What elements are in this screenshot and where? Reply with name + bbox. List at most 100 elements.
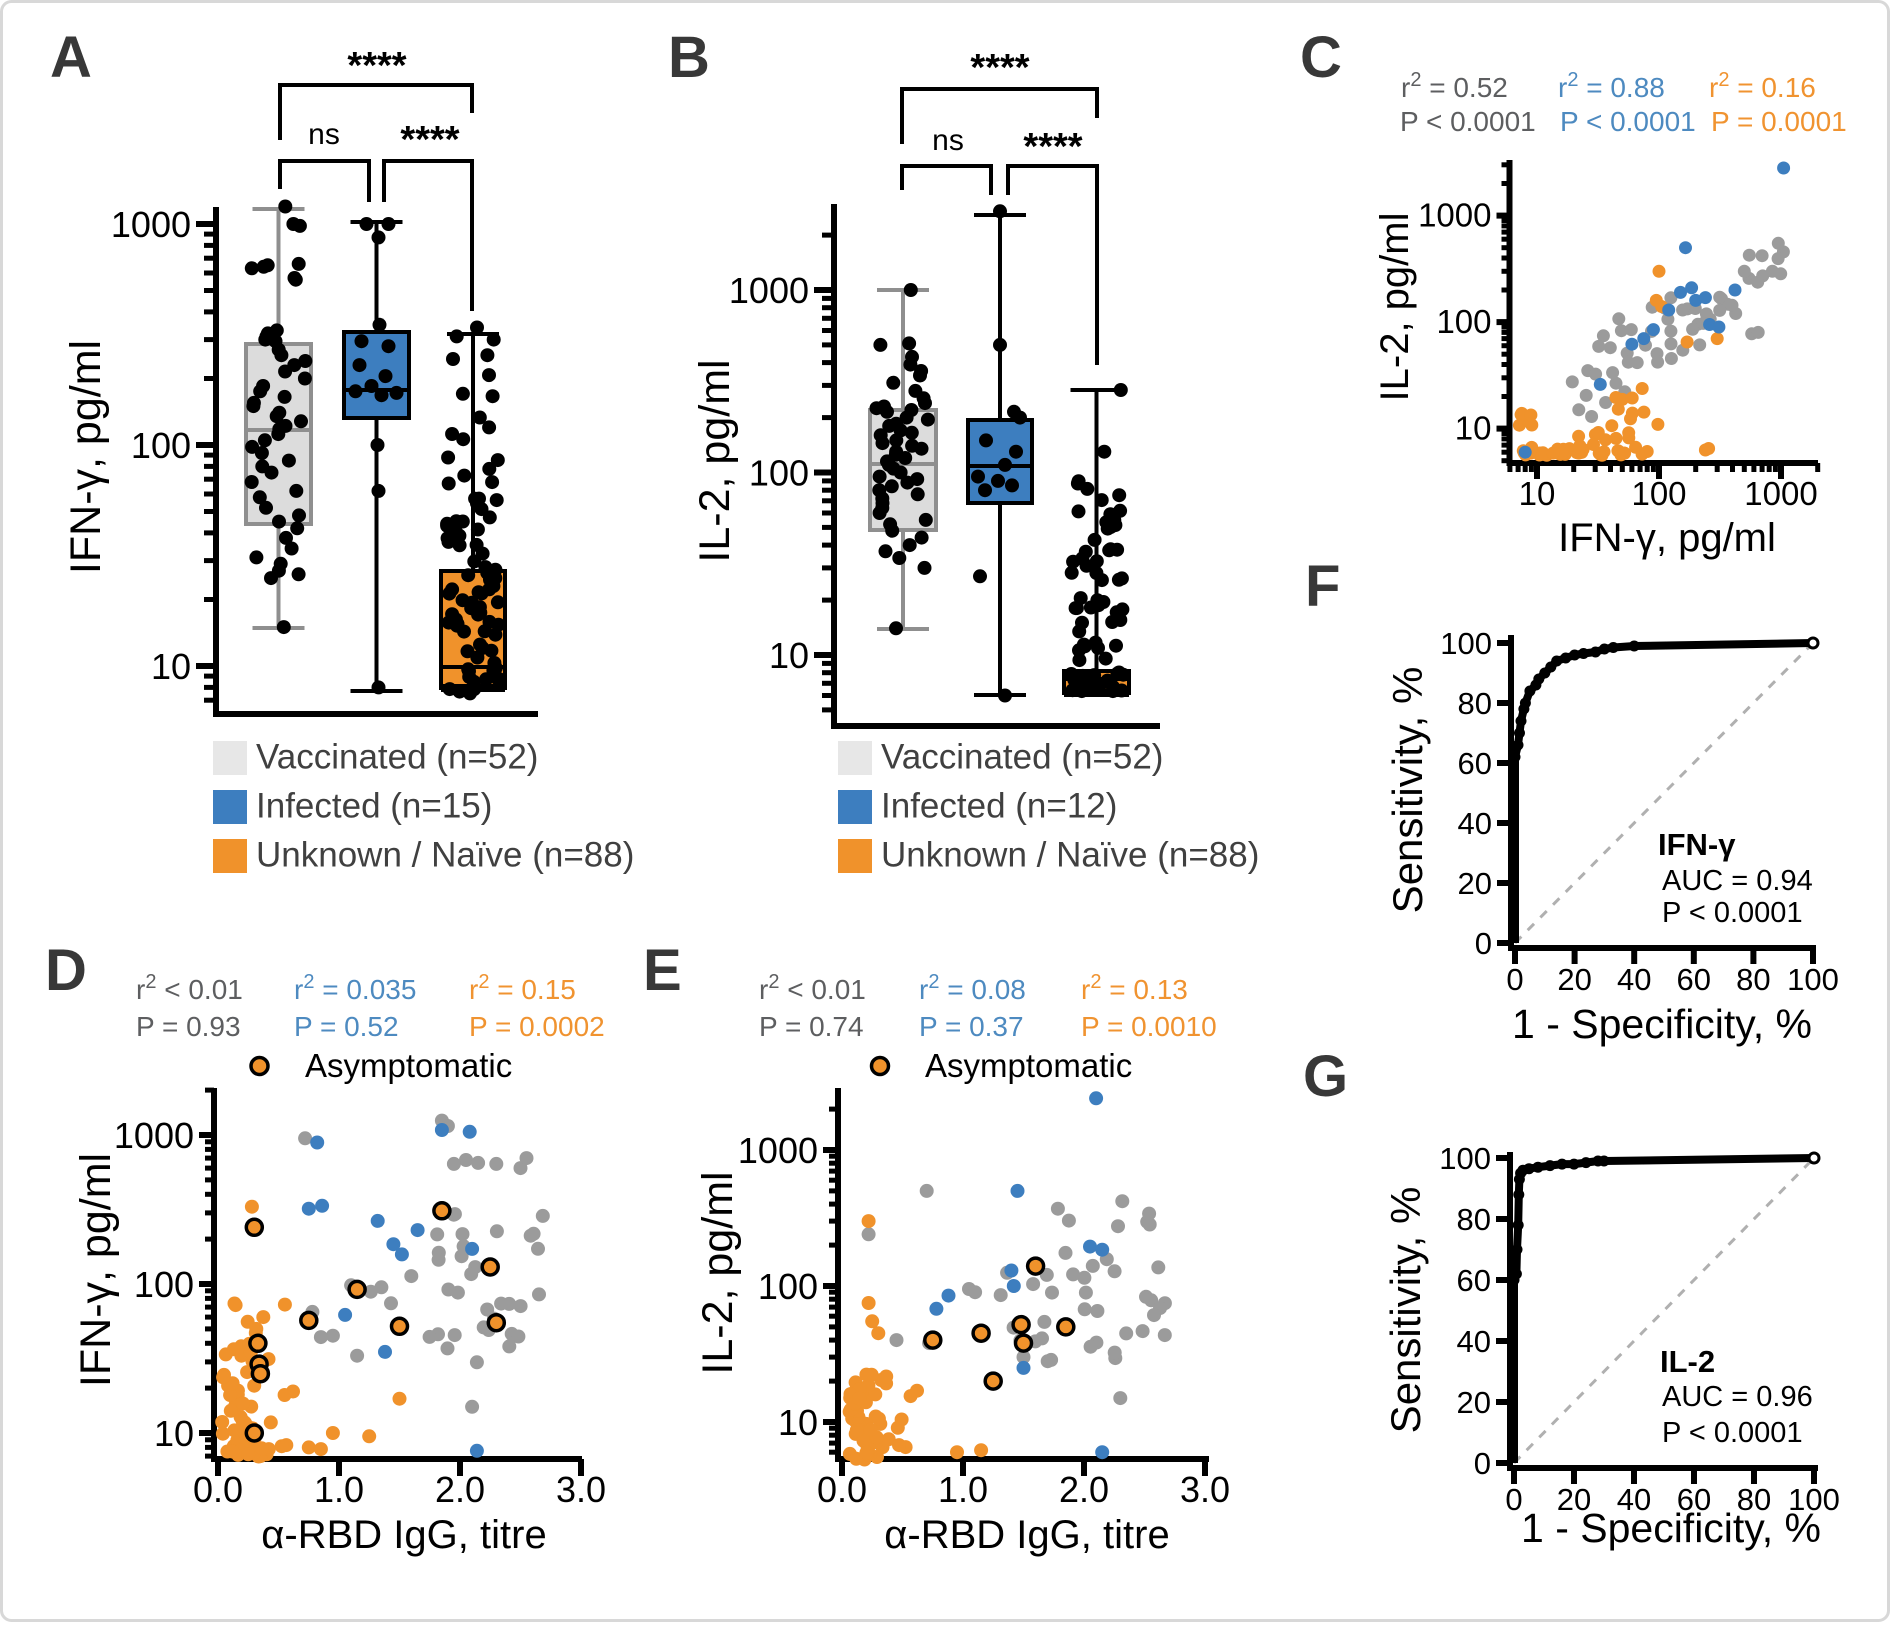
- svg-text:20: 20: [1557, 1482, 1591, 1517]
- svg-text:1000: 1000: [738, 1130, 818, 1171]
- svg-text:20: 20: [1557, 962, 1591, 997]
- svg-text:Asymptomatic: Asymptomatic: [305, 1047, 512, 1084]
- svg-text:Vaccinated (n=52): Vaccinated (n=52): [881, 738, 1163, 777]
- svg-text:α-RBD IgG, titre: α-RBD IgG, titre: [884, 1513, 1169, 1557]
- svg-text:r2 = 0.88: r2 = 0.88: [1558, 69, 1665, 103]
- svg-text:100: 100: [131, 425, 191, 466]
- svg-text:10: 10: [151, 646, 191, 687]
- svg-text:100: 100: [758, 1266, 818, 1307]
- svg-text:10: 10: [1455, 410, 1492, 447]
- svg-text:α-RBD IgG, titre: α-RBD IgG, titre: [261, 1513, 546, 1557]
- svg-text:1 - Specificity, %: 1 - Specificity, %: [1512, 1001, 1812, 1047]
- svg-text:40: 40: [1458, 806, 1492, 841]
- svg-text:80: 80: [1736, 962, 1770, 997]
- svg-text:0: 0: [1505, 1482, 1522, 1517]
- svg-text:B: B: [668, 25, 710, 90]
- svg-text:G: G: [1303, 1044, 1348, 1109]
- svg-text:C: C: [1300, 25, 1342, 90]
- svg-text:100: 100: [1439, 1141, 1491, 1176]
- svg-text:ns: ns: [308, 118, 340, 151]
- svg-text:80: 80: [1458, 686, 1492, 721]
- svg-text:40: 40: [1457, 1324, 1491, 1359]
- svg-text:1000: 1000: [1418, 197, 1491, 234]
- svg-text:IL-2, pg/ml: IL-2, pg/ml: [694, 1171, 742, 1374]
- svg-text:r2 < 0.01: r2 < 0.01: [136, 971, 243, 1005]
- svg-text:60: 60: [1458, 746, 1492, 781]
- svg-text:0: 0: [1474, 1446, 1491, 1481]
- svg-text:Sensitivity, %: Sensitivity, %: [1382, 1187, 1429, 1434]
- svg-text:1000: 1000: [729, 270, 809, 311]
- svg-text:P < 0.0001: P < 0.0001: [1662, 1417, 1803, 1449]
- svg-text:IL-2, pg/ml: IL-2, pg/ml: [691, 359, 739, 562]
- svg-text:P = 0.52: P = 0.52: [294, 1011, 399, 1042]
- svg-text:Vaccinated (n=52): Vaccinated (n=52): [256, 738, 538, 777]
- svg-text:3.0: 3.0: [556, 1469, 606, 1510]
- svg-text:IFN-γ: IFN-γ: [1658, 827, 1736, 862]
- svg-text:100: 100: [134, 1264, 194, 1305]
- svg-text:10: 10: [1519, 475, 1556, 512]
- svg-text:1000: 1000: [111, 204, 191, 245]
- svg-text:Sensitivity, %: Sensitivity, %: [1384, 667, 1431, 914]
- svg-text:1.0: 1.0: [314, 1469, 364, 1510]
- svg-text:P < 0.0001: P < 0.0001: [1560, 106, 1696, 137]
- svg-text:P = 0.37: P = 0.37: [919, 1011, 1024, 1042]
- svg-text:1.0: 1.0: [938, 1469, 988, 1510]
- svg-text:10: 10: [778, 1402, 818, 1443]
- svg-text:P < 0.0001: P < 0.0001: [1400, 106, 1536, 137]
- svg-text:Infected (n=15): Infected (n=15): [256, 787, 492, 826]
- svg-text:100: 100: [1631, 475, 1686, 512]
- svg-text:IL-2: IL-2: [1660, 1344, 1715, 1379]
- svg-text:IFN-γ, pg/ml: IFN-γ, pg/ml: [72, 1153, 120, 1387]
- svg-text:A: A: [50, 25, 92, 90]
- svg-text:IL-2, pg/ml: IL-2, pg/ml: [1373, 213, 1417, 402]
- svg-text:0: 0: [1506, 962, 1523, 997]
- svg-text:AUC = 0.96: AUC = 0.96: [1662, 1381, 1813, 1413]
- svg-text:ns: ns: [932, 124, 964, 157]
- svg-text:IFN-γ, pg/ml: IFN-γ, pg/ml: [62, 340, 110, 574]
- svg-text:80: 80: [1457, 1202, 1491, 1237]
- svg-text:2.0: 2.0: [1059, 1469, 1109, 1510]
- svg-text:1000: 1000: [114, 1115, 194, 1156]
- svg-text:****: ****: [400, 119, 459, 161]
- svg-text:P < 0.0001: P < 0.0001: [1662, 897, 1803, 929]
- svg-text:0.0: 0.0: [193, 1469, 243, 1510]
- svg-text:10: 10: [154, 1413, 194, 1454]
- svg-text:100: 100: [1436, 303, 1491, 340]
- svg-text:r2 = 0.13: r2 = 0.13: [1081, 971, 1188, 1005]
- svg-text:P = 0.0002: P = 0.0002: [469, 1011, 605, 1042]
- svg-text:r2 < 0.01: r2 < 0.01: [759, 971, 866, 1005]
- svg-text:2.0: 2.0: [435, 1469, 485, 1510]
- svg-text:1000: 1000: [1744, 475, 1817, 512]
- svg-text:****: ****: [1023, 126, 1082, 168]
- svg-text:Asymptomatic: Asymptomatic: [925, 1047, 1132, 1084]
- svg-text:3.0: 3.0: [1180, 1469, 1230, 1510]
- svg-text:0: 0: [1475, 926, 1492, 961]
- svg-text:20: 20: [1458, 866, 1492, 901]
- svg-text:Infected (n=12): Infected (n=12): [881, 787, 1117, 826]
- svg-text:IFN-γ, pg/ml: IFN-γ, pg/ml: [1558, 516, 1776, 560]
- svg-text:P = 0.93: P = 0.93: [136, 1011, 241, 1042]
- svg-text:****: ****: [347, 45, 406, 87]
- svg-text:P = 0.0001: P = 0.0001: [1711, 106, 1847, 137]
- svg-text:20: 20: [1457, 1385, 1491, 1420]
- svg-text:****: ****: [970, 47, 1029, 89]
- svg-text:Unknown / Naïve (n=88): Unknown / Naïve (n=88): [881, 836, 1259, 875]
- svg-text:AUC = 0.94: AUC = 0.94: [1662, 865, 1813, 897]
- svg-text:r2 = 0.15: r2 = 0.15: [469, 971, 576, 1005]
- svg-text:10: 10: [769, 635, 809, 676]
- svg-text:60: 60: [1457, 1263, 1491, 1298]
- svg-text:100: 100: [1787, 962, 1839, 997]
- svg-text:60: 60: [1677, 962, 1711, 997]
- svg-text:40: 40: [1617, 962, 1651, 997]
- svg-text:P = 0.74: P = 0.74: [759, 1011, 864, 1042]
- svg-text:60: 60: [1677, 1482, 1711, 1517]
- svg-text:r2 = 0.035: r2 = 0.035: [294, 971, 416, 1005]
- svg-text:40: 40: [1617, 1482, 1651, 1517]
- svg-text:100: 100: [1788, 1482, 1840, 1517]
- svg-text:D: D: [45, 938, 87, 1003]
- svg-text:100: 100: [1440, 626, 1492, 661]
- svg-text:r2 = 0.08: r2 = 0.08: [919, 971, 1026, 1005]
- svg-text:80: 80: [1737, 1482, 1771, 1517]
- svg-text:E: E: [643, 938, 682, 1003]
- svg-text:0.0: 0.0: [817, 1469, 867, 1510]
